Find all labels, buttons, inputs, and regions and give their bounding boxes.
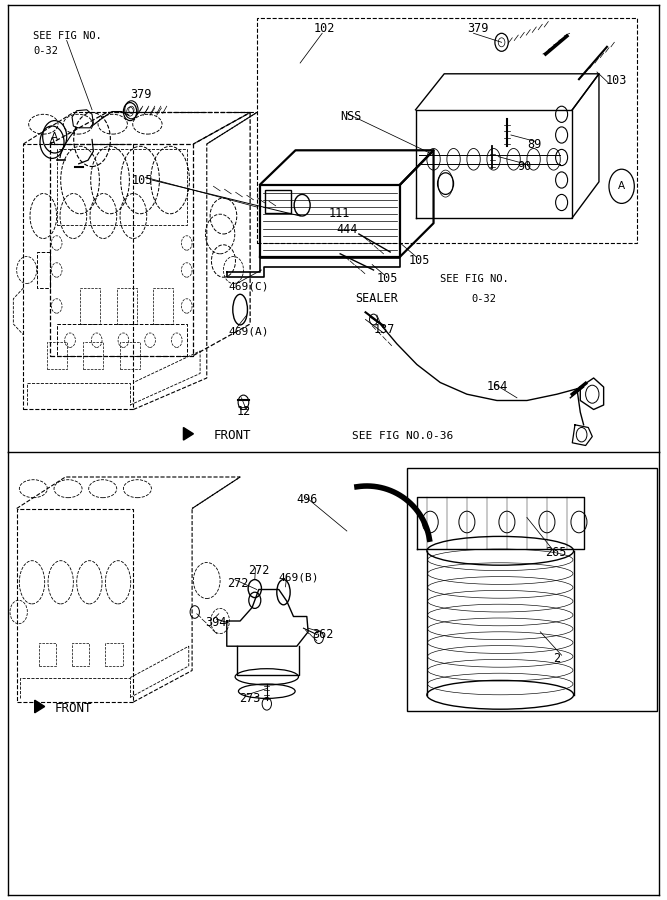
Text: 379: 379 — [130, 88, 151, 101]
Text: 164: 164 — [487, 381, 508, 393]
Bar — [265, 190, 291, 213]
Text: 105: 105 — [132, 174, 153, 186]
Text: 362: 362 — [312, 628, 334, 641]
Bar — [257, 18, 637, 243]
Text: 111: 111 — [328, 207, 350, 220]
Text: 444: 444 — [337, 223, 358, 236]
Text: 137: 137 — [374, 323, 395, 336]
Polygon shape — [35, 700, 45, 713]
Text: 103: 103 — [606, 75, 627, 87]
Text: 469(A): 469(A) — [228, 326, 269, 337]
Text: 394: 394 — [205, 616, 227, 629]
Text: 102: 102 — [313, 22, 335, 35]
Text: A: A — [618, 181, 625, 192]
Text: 2: 2 — [554, 652, 561, 665]
Text: 0-32: 0-32 — [33, 46, 58, 57]
Text: 379: 379 — [467, 22, 488, 35]
Text: A: A — [49, 137, 55, 148]
Text: 273: 273 — [239, 692, 260, 705]
Text: NSS: NSS — [340, 111, 362, 123]
Text: 105: 105 — [408, 255, 430, 267]
Text: 272: 272 — [227, 577, 248, 590]
Polygon shape — [183, 428, 193, 440]
Text: 105: 105 — [377, 273, 398, 285]
Text: 265: 265 — [546, 546, 567, 559]
Text: 469(B): 469(B) — [279, 572, 319, 583]
Text: SEALER: SEALER — [355, 292, 398, 305]
Text: 272: 272 — [248, 564, 269, 577]
Text: 89: 89 — [527, 138, 541, 150]
Text: FRONT: FRONT — [213, 429, 251, 442]
Text: A: A — [51, 131, 58, 142]
Text: 90: 90 — [517, 160, 531, 173]
Text: 469(C): 469(C) — [228, 281, 269, 292]
Text: 496: 496 — [297, 493, 318, 506]
Text: 0-32: 0-32 — [471, 293, 496, 304]
Bar — [407, 468, 657, 711]
Text: SEE FIG NO.0-36: SEE FIG NO.0-36 — [352, 430, 454, 441]
Text: 12: 12 — [237, 405, 251, 418]
Text: FRONT: FRONT — [55, 702, 92, 715]
Text: SEE FIG NO.: SEE FIG NO. — [33, 31, 102, 41]
Text: SEE FIG NO.: SEE FIG NO. — [440, 274, 509, 284]
